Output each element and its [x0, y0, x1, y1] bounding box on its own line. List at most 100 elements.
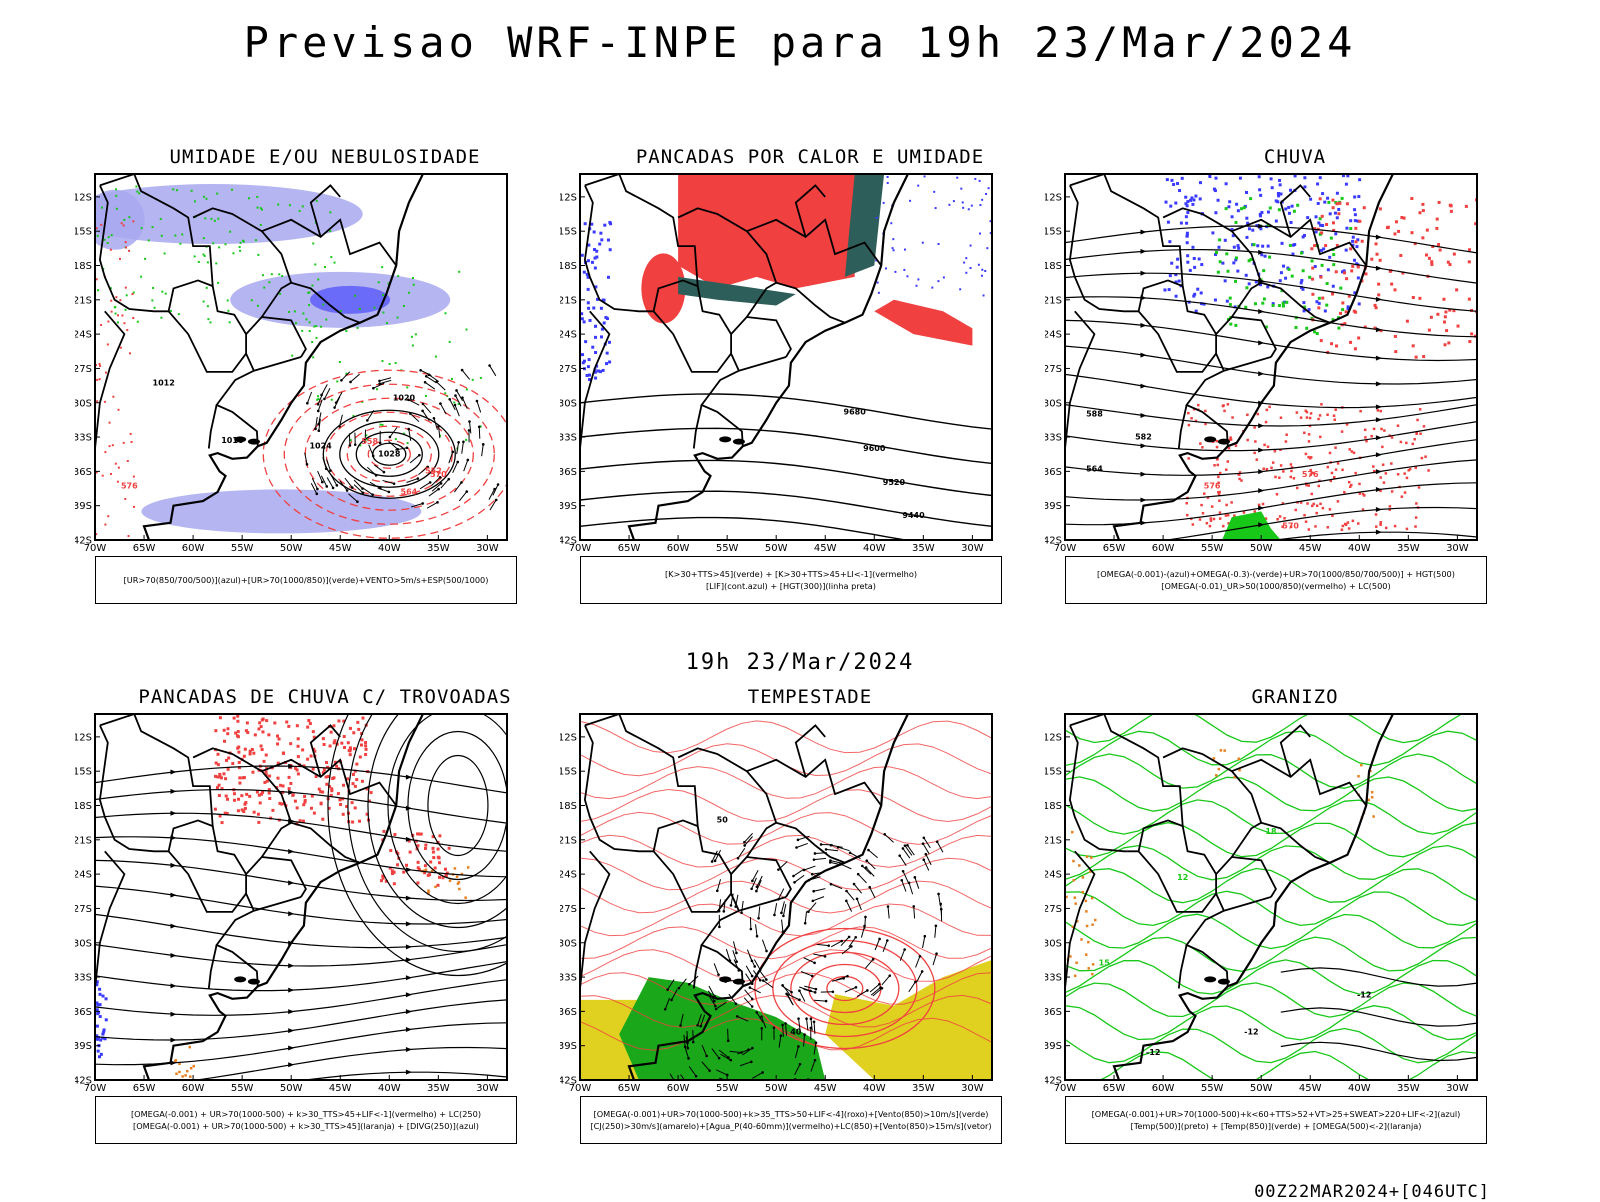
low-level-humidity	[311, 285, 313, 287]
wind-vector-head	[375, 474, 378, 477]
wind-vector-head	[793, 881, 796, 884]
omega-500-area	[1074, 975, 1077, 978]
omega-500-area	[1091, 897, 1094, 900]
low-level-humidity	[340, 310, 342, 312]
thickness-marker	[107, 515, 109, 517]
low-level-humidity	[123, 219, 125, 221]
lifted-index-contour	[956, 177, 958, 179]
rain-area	[1317, 418, 1320, 421]
rain-area	[1204, 410, 1207, 413]
rain-area	[1381, 446, 1384, 449]
thunderstorm-area	[236, 715, 239, 718]
lon-tick-label: 45W	[814, 543, 837, 554]
omega-strong-area	[1282, 305, 1285, 308]
rain-area	[1320, 231, 1323, 234]
low-level-humidity	[379, 424, 381, 426]
omega-area	[1175, 295, 1178, 298]
rain-area	[1341, 430, 1344, 433]
thickness-marker	[130, 433, 132, 435]
rain-area	[1227, 403, 1230, 406]
rain-area	[1227, 514, 1230, 517]
wind-vector-head	[735, 960, 738, 963]
omega-area	[1354, 219, 1357, 222]
thunderstorm-area	[361, 780, 364, 783]
thunderstorm-area	[241, 776, 244, 779]
wind-vector-head	[811, 900, 814, 903]
thunderstorm-area	[276, 735, 279, 738]
lon-tick-label: 60W	[182, 1083, 205, 1094]
omega-area	[1289, 189, 1292, 192]
wind-vector-head	[456, 461, 459, 464]
lifted-index-contour	[938, 243, 940, 245]
wind-vector-head	[878, 938, 881, 941]
lifted-index-contour	[960, 188, 962, 190]
wind-vector-head	[687, 1057, 690, 1060]
omega-strong-area	[1249, 197, 1252, 200]
rain-area	[1349, 341, 1352, 344]
omega-area	[1186, 232, 1189, 235]
lifted-index-contour	[909, 200, 911, 202]
low-level-humidity	[207, 305, 209, 307]
low-level-humidity	[382, 424, 384, 426]
rain-area	[1320, 276, 1323, 279]
map-umidade: 1012101610241028570576564558552102012S15…	[75, 170, 595, 570]
wind-vector-head	[366, 419, 369, 422]
rain-area	[1225, 504, 1228, 507]
wind-vector-head	[708, 1069, 711, 1072]
rain-area	[1296, 487, 1299, 490]
wind-vector-head	[751, 998, 754, 1001]
low-level-humidity	[151, 299, 153, 301]
lat-tick-label: 21S	[1045, 835, 1062, 846]
rain-area	[1316, 505, 1319, 508]
omega-area	[1345, 183, 1348, 186]
omega-strong-area	[1332, 253, 1335, 256]
rain-area	[1391, 490, 1394, 493]
rain-area	[1354, 347, 1357, 350]
low-level-humidity	[229, 321, 231, 323]
lat-tick-label: 33S	[1045, 433, 1062, 444]
omega-area	[1315, 215, 1318, 218]
low-level-humidity	[210, 218, 212, 220]
wind-vector-head	[439, 402, 442, 405]
thunderstorm-area	[348, 749, 351, 752]
rain-area	[1439, 249, 1442, 252]
omega-area	[1178, 280, 1181, 283]
omega-500-area	[1082, 876, 1085, 879]
lifted-index-contour	[603, 224, 606, 227]
thickness-marker	[107, 321, 109, 323]
thunderstorm-area	[358, 820, 361, 823]
rain-area	[1412, 296, 1415, 299]
omega-area	[1353, 208, 1356, 211]
wind-vector-head	[830, 883, 833, 886]
rain-area	[1229, 436, 1232, 439]
low-level-humidity	[315, 337, 317, 339]
rain-area	[1391, 436, 1394, 439]
wind-vector-head	[340, 379, 343, 382]
lat-tick-label: 30S	[75, 398, 92, 409]
thunderstorm-area	[351, 801, 354, 804]
omega-area	[1165, 201, 1168, 204]
omega-area	[1271, 186, 1274, 189]
omega-area	[1287, 206, 1290, 209]
rain-area	[1300, 416, 1303, 419]
thunderstorm-area	[287, 725, 290, 728]
rain-area	[1373, 428, 1376, 431]
low-level-humidity	[279, 293, 281, 295]
thunderstorm-area	[329, 744, 332, 747]
thunderstorm-area	[417, 866, 420, 869]
rain-area	[1274, 476, 1277, 479]
contour-label: 564	[401, 487, 418, 496]
rain-area	[1202, 512, 1205, 515]
lon-tick-label: 65W	[618, 543, 641, 554]
rain-area	[1334, 408, 1337, 411]
wind-vector-head	[807, 910, 810, 913]
low-level-humidity	[306, 318, 308, 320]
low-level-humidity	[160, 317, 162, 319]
rain-area	[1335, 344, 1338, 347]
wind-vector-head	[780, 1034, 783, 1037]
wind-vector-head	[883, 833, 886, 836]
wind-vector-head	[804, 922, 807, 925]
thunderstorm-area	[233, 792, 236, 795]
omega-area	[1326, 197, 1329, 200]
lifted-index-contour	[915, 285, 917, 287]
